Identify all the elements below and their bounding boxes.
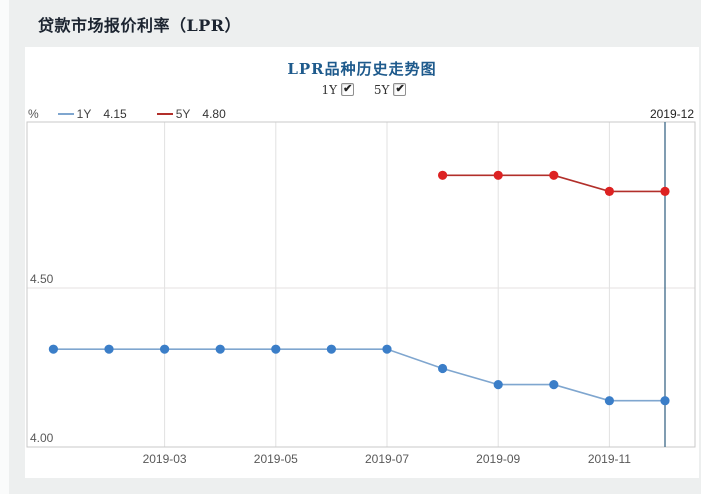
series-toggle-5y[interactable]: 5Y bbox=[373, 82, 407, 97]
legend-name-1y: 1Y bbox=[76, 106, 92, 121]
legend-value-1y: 4.15 bbox=[103, 106, 127, 121]
checkbox-label-5y: 5Y bbox=[373, 83, 390, 97]
data-point-1Y-2019-01[interactable] bbox=[48, 344, 59, 354]
data-point-1Y-2019-10[interactable] bbox=[549, 380, 559, 390]
series-toggle-row: 1Y 5Y bbox=[25, 82, 699, 99]
data-point-1Y-2019-07[interactable] bbox=[382, 344, 392, 354]
chart-card: LPR品种历史走势图 1Y 5Y % 1Y 4.15 5Y 4.80 2019-… bbox=[25, 47, 699, 478]
data-point-1Y-2019-02[interactable] bbox=[104, 344, 114, 354]
data-point-5Y-2019-12[interactable] bbox=[660, 186, 670, 196]
data-point-1Y-2019-09[interactable] bbox=[493, 380, 503, 390]
data-point-5Y-2019-11[interactable] bbox=[604, 186, 615, 196]
legend-line-swatch-1y bbox=[57, 112, 74, 115]
data-point-1Y-2019-08[interactable] bbox=[438, 363, 448, 374]
legend-item-1y: 1Y 4.15 bbox=[57, 106, 127, 121]
data-point-1Y-2019-12[interactable] bbox=[660, 396, 670, 406]
checkbox-label-1y: 1Y bbox=[321, 83, 338, 97]
legend-name-5y: 5Y bbox=[175, 106, 191, 121]
data-point-5Y-2019-08[interactable] bbox=[438, 170, 448, 180]
data-point-1Y-2019-05[interactable] bbox=[271, 344, 281, 354]
data-point-5Y-2019-09[interactable] bbox=[493, 170, 503, 180]
checkbox-5y[interactable] bbox=[393, 82, 407, 96]
page-title: 贷款市场报价利率（LPR） bbox=[38, 16, 242, 35]
data-point-1Y-2019-03[interactable] bbox=[160, 344, 170, 354]
checkbox-1y[interactable] bbox=[341, 82, 355, 96]
current-period-label: 2019-12 bbox=[649, 106, 694, 121]
series-toggle-1y[interactable]: 1Y bbox=[321, 82, 355, 97]
data-point-1Y-2019-06[interactable] bbox=[326, 344, 336, 354]
data-point-1Y-2019-04[interactable] bbox=[215, 344, 225, 354]
legend-row: % 1Y 4.15 5Y 4.80 2019-12 bbox=[25, 106, 699, 121]
data-point-5Y-2019-10[interactable] bbox=[549, 170, 559, 180]
legend-item-5y: 5Y 4.80 bbox=[156, 106, 226, 121]
data-point-1Y-2019-11[interactable] bbox=[604, 396, 615, 406]
page-left-strip bbox=[0, 0, 9, 494]
legend-value-5y: 4.80 bbox=[202, 106, 226, 121]
legend-line-swatch-5y bbox=[156, 112, 173, 115]
chart-title: LPR品种历史走势图 bbox=[287, 60, 437, 78]
y-axis-unit-label: % bbox=[28, 106, 39, 121]
